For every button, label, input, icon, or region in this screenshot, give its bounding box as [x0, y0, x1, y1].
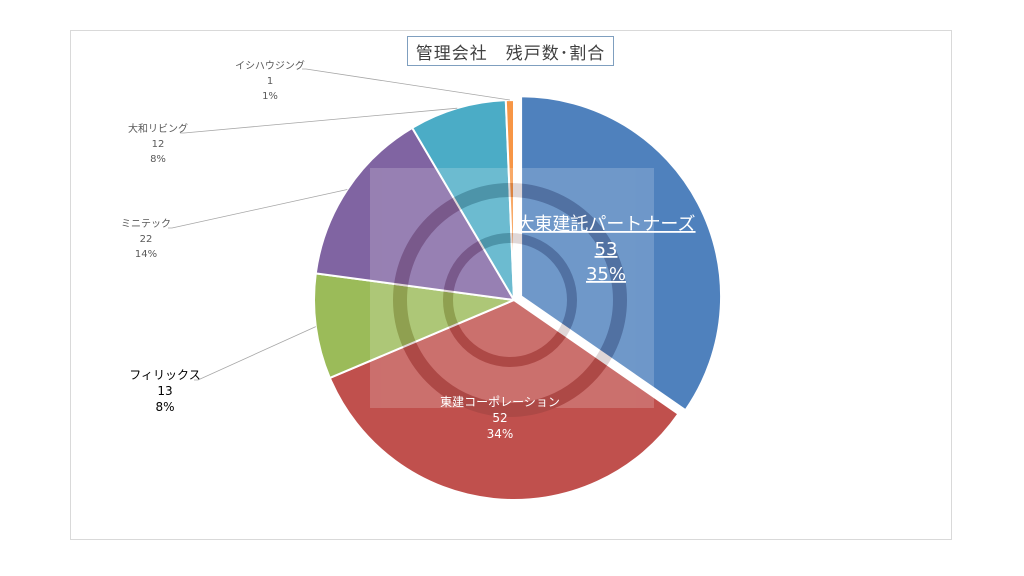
label-percent-4: 14%	[135, 249, 157, 260]
label-name-6: イシハウジング	[235, 59, 305, 72]
label-percent-1: 35%	[586, 264, 626, 285]
label-percent-6: 1%	[262, 91, 278, 102]
label-percent-2: 34%	[487, 427, 514, 441]
chart-title: 管理会社 残戸数･割合	[407, 36, 614, 66]
watermark-emblem	[370, 168, 654, 417]
label-name-5: 大和リビング	[128, 122, 188, 135]
leader-line-6	[302, 68, 510, 101]
leader-line-5	[180, 107, 458, 134]
label-name-2: 東建コーポレーション	[440, 395, 560, 409]
label-value-2: 52	[492, 411, 507, 425]
data-labels: 大東建託パートナーズ 53 35% 東建コーポレーション 52 34% フィリックス 13 8%…	[121, 59, 696, 441]
label-name-1: 大東建託パートナーズ	[516, 214, 695, 235]
label-percent-3: 8%	[155, 400, 174, 414]
pie-slice-2	[328, 298, 680, 501]
label-value-5: 12	[152, 139, 165, 150]
leader-line-3	[194, 326, 316, 381]
leader-line-4	[168, 189, 348, 229]
label-percent-5: 8%	[150, 154, 166, 165]
label-value-3: 13	[157, 384, 172, 398]
pie-slice-5	[410, 99, 515, 301]
label-value-6: 1	[267, 76, 273, 87]
pie-slice-1	[520, 95, 723, 412]
label-value-4: 22	[140, 234, 153, 245]
label-name-3: フィリックス	[129, 368, 200, 382]
label-value-1: 53	[595, 239, 618, 260]
label-name-4: ミニテック	[121, 218, 171, 230]
pie-slice-6	[504, 98, 515, 301]
